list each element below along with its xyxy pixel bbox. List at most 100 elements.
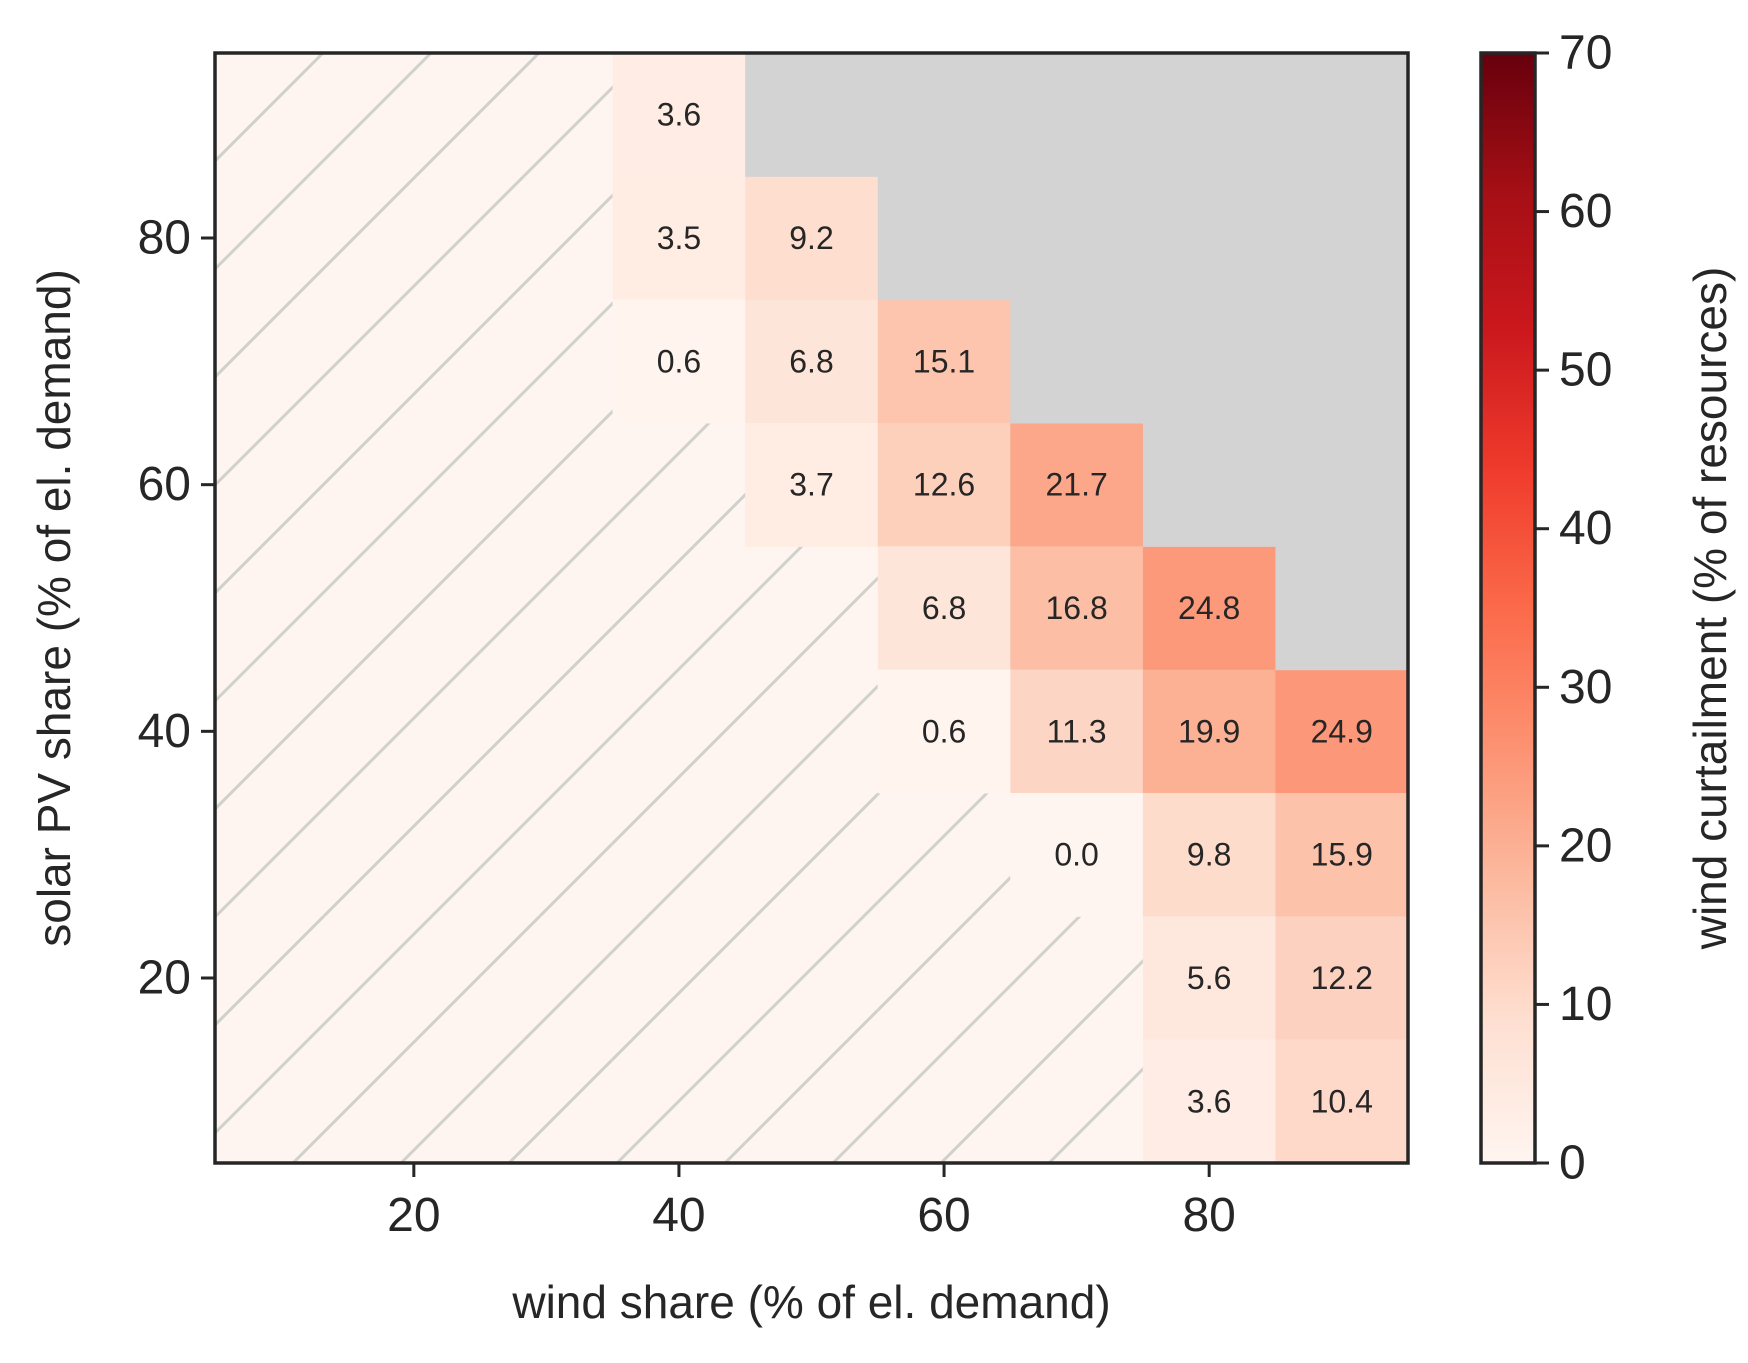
heatmap-cell xyxy=(1010,669,1144,794)
heatmap-cell xyxy=(1142,546,1276,671)
colorbar-tick-label: 10 xyxy=(1559,978,1612,1031)
heatmap-cell xyxy=(1010,793,1144,917)
colorbar-label: wind curtailment (% of resources) xyxy=(1684,267,1736,951)
colorbar-tick-label: 20 xyxy=(1559,819,1612,872)
cell-value-label: 16.8 xyxy=(1045,590,1107,626)
unavailable-cell xyxy=(1275,176,1408,301)
cell-value-label: 19.9 xyxy=(1178,713,1240,749)
x-tick-label: 20 xyxy=(387,1189,440,1242)
heatmap-cell xyxy=(877,423,1011,547)
cells-layer xyxy=(612,53,1408,1163)
hatch-line xyxy=(831,53,1143,1163)
heatmap-cell xyxy=(1010,546,1144,671)
unavailable-cell xyxy=(1142,176,1276,301)
unavailable-cell xyxy=(1275,423,1408,547)
unavailable-cell xyxy=(1142,299,1276,424)
hatch-line xyxy=(939,53,1143,1163)
cell-value-label: 9.2 xyxy=(789,220,833,256)
unavailable-cell xyxy=(877,53,1011,177)
hatch-line xyxy=(615,53,1143,1163)
unavailable-cell xyxy=(1010,53,1144,177)
y-tick-label: 60 xyxy=(138,458,191,511)
unavailable-cell xyxy=(1275,299,1408,424)
heatmap-cell xyxy=(612,53,746,177)
cell-value-label: 0.6 xyxy=(657,343,701,379)
heatmap-cell xyxy=(745,176,879,301)
colorbar-tick-label: 30 xyxy=(1559,661,1612,714)
x-tick-label: 60 xyxy=(917,1189,970,1242)
heatmap-cell xyxy=(1275,916,1408,1041)
cell-value-label: 12.2 xyxy=(1311,960,1373,996)
hatch-line xyxy=(723,53,1143,1163)
unavailable-cell xyxy=(1010,299,1144,424)
hatch-line xyxy=(215,53,757,1163)
cell-value-label: 24.9 xyxy=(1311,713,1373,749)
plot-frame xyxy=(213,51,1410,1165)
heatmap-cell xyxy=(612,299,746,424)
unavailable-cell xyxy=(1142,423,1276,547)
colorbar-frame xyxy=(1479,51,1537,1165)
cell-value-label: 21.7 xyxy=(1045,467,1107,503)
cell-value-label: 0.6 xyxy=(922,713,966,749)
plot-area: 3.6 3.5 9.2 0.6 6.8 15.1 3.7 12.6 21.7 6.8 16.8 24.… xyxy=(215,53,1408,1163)
colorbar-tick-label: 60 xyxy=(1559,185,1612,238)
cell-value-label: 6.8 xyxy=(789,343,833,379)
colorbar-tick-label: 40 xyxy=(1559,502,1612,555)
unavailable-cell xyxy=(877,176,1011,301)
heatmap-cell xyxy=(1142,916,1276,1041)
unavailable-cell xyxy=(745,53,879,177)
heatmap-cell xyxy=(1142,793,1276,917)
cell-value-label: 3.6 xyxy=(657,97,701,133)
cell-value-label: 12.6 xyxy=(913,467,975,503)
colorbar-scale xyxy=(1481,53,1535,1163)
cell-value-label: 11.3 xyxy=(1047,713,1107,749)
hatch-line xyxy=(215,53,541,1163)
hatch-line xyxy=(291,53,1143,1163)
cell-value-label: 3.5 xyxy=(657,220,701,256)
heatmap-cell xyxy=(1275,669,1408,794)
y-tick-label: 80 xyxy=(138,212,191,265)
heatmap-cell xyxy=(745,299,879,424)
x-axis-ticks: 20 40 60 80 xyxy=(387,1163,1236,1242)
unavailable-cell xyxy=(1275,53,1408,177)
cell-value-label: 15.1 xyxy=(913,343,975,379)
cell-value-label: 5.6 xyxy=(1187,960,1231,996)
x-axis-label: wind share (% of el. demand) xyxy=(511,1276,1110,1328)
colorbar: 0 10 20 30 40 50 60 70 wind curtailment (% of r… xyxy=(1479,27,1736,1190)
colorbar-ticks: 0 10 20 30 40 50 60 70 xyxy=(1535,27,1612,1190)
heatmap-cell xyxy=(1010,423,1144,547)
heatmap-cell xyxy=(1142,669,1276,794)
heatmap-cell xyxy=(1275,793,1408,917)
heatmap-cell xyxy=(877,299,1011,424)
heatmap-cell xyxy=(612,176,746,301)
unavailable-cell xyxy=(1142,53,1276,177)
cell-value-label: 10.4 xyxy=(1311,1083,1373,1119)
colorbar-tick-label: 70 xyxy=(1559,27,1612,80)
hatch-line xyxy=(215,53,649,1163)
heatmap-cell xyxy=(1275,1039,1408,1163)
cell-value-label: 3.6 xyxy=(1187,1083,1231,1119)
unavailable-layer xyxy=(745,53,1408,671)
cell-value-label: 24.8 xyxy=(1178,590,1240,626)
unavailable-cell xyxy=(1275,546,1408,671)
y-axis-label: solar PV share (% of el. demand) xyxy=(28,269,80,947)
y-axis-ticks: 20 40 60 80 xyxy=(138,212,215,1005)
x-tick-label: 80 xyxy=(1182,1189,1235,1242)
unavailable-cell xyxy=(1010,176,1144,301)
heatmap-cell xyxy=(745,423,879,547)
heatmap-cell xyxy=(877,669,1011,794)
x-tick-label: 40 xyxy=(652,1189,705,1242)
colorbar-tick-label: 50 xyxy=(1559,344,1612,397)
cell-value-label: 0.0 xyxy=(1054,837,1098,873)
cell-value-label: 6.8 xyxy=(922,590,966,626)
heatmap-cell xyxy=(877,546,1011,671)
hatch-line xyxy=(215,53,433,1163)
cell-value-label: 3.7 xyxy=(789,467,833,503)
cell-labels-layer: 3.6 3.5 9.2 0.6 6.8 15.1 3.7 12.6 21.7 6.8 16.8 24.… xyxy=(657,97,1373,1120)
cell-value-label: 9.8 xyxy=(1187,837,1231,873)
y-tick-label: 40 xyxy=(138,705,191,758)
colorbar-tick-label: 0 xyxy=(1559,1137,1586,1190)
cell-value-label: 15.9 xyxy=(1311,837,1373,873)
y-tick-label: 20 xyxy=(138,952,191,1005)
